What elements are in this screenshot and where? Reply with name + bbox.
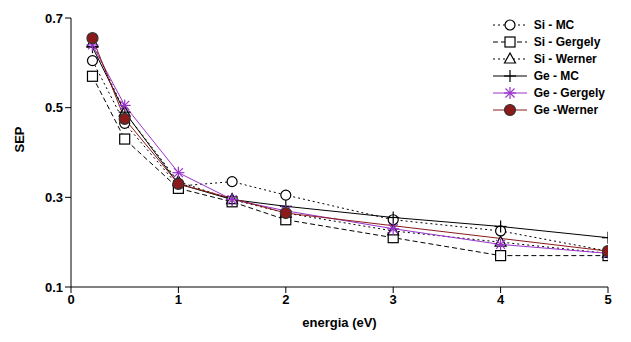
svg-text:0.5: 0.5 bbox=[45, 100, 63, 115]
svg-text:5: 5 bbox=[604, 292, 611, 307]
svg-text:SEP: SEP bbox=[12, 126, 27, 152]
html-text:Si - MC: Si - MC bbox=[533, 18, 575, 32]
svg-text:2: 2 bbox=[282, 292, 289, 307]
svg-text:3: 3 bbox=[390, 292, 397, 307]
svg-text:4: 4 bbox=[497, 292, 505, 307]
html-text:Si - Gergely: Si - Gergely bbox=[533, 35, 601, 49]
html-text:Ge - Gergely: Ge - Gergely bbox=[533, 86, 605, 100]
html-text:Ge - MC: Ge - MC bbox=[533, 69, 579, 83]
html-text:Ge -Werner: Ge -Werner bbox=[533, 103, 599, 117]
svg-text:0.3: 0.3 bbox=[45, 190, 63, 205]
svg-text:1: 1 bbox=[175, 292, 182, 307]
svg-text:0.1: 0.1 bbox=[45, 280, 63, 295]
svg-text:0.7: 0.7 bbox=[45, 11, 63, 26]
html-text:Si - Werner: Si - Werner bbox=[533, 52, 597, 66]
svg-text:energia (eV): energia (eV) bbox=[302, 315, 376, 330]
svg-text:0: 0 bbox=[67, 292, 74, 307]
